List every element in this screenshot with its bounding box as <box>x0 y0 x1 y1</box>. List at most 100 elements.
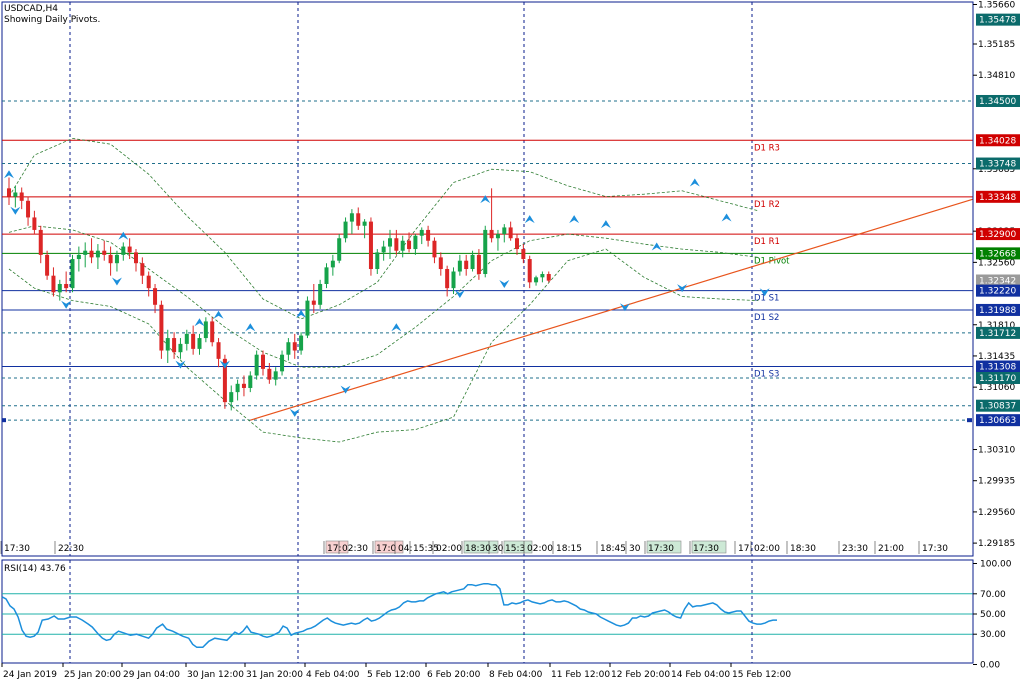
price-badge-label-0: 1.35478 <box>979 16 1016 26</box>
session-label-21: 21:00 <box>878 544 904 554</box>
price-badge-4 <box>976 190 1020 203</box>
candle-body-38 <box>248 375 253 388</box>
fractal-down-11 <box>759 288 770 297</box>
fractal-down-8 <box>499 279 510 288</box>
candle-body-33 <box>216 342 221 359</box>
candle-body-75 <box>483 229 488 275</box>
left-level-marker <box>2 418 6 423</box>
candle-body-0 <box>7 188 11 197</box>
candle-body-69 <box>445 269 450 289</box>
session-label-16: 17:30 <box>693 544 719 554</box>
fractal-up-6 <box>391 323 402 332</box>
candle-body-46 <box>299 335 304 351</box>
candle-body-23 <box>153 288 158 305</box>
price-tick-label-26: 1.29560 <box>978 508 1015 518</box>
candle-body-22 <box>146 275 151 289</box>
candle-body-77 <box>495 234 500 239</box>
session-label-22: 17:30 <box>922 544 948 554</box>
rsi-line <box>1 582 777 649</box>
time-label-7: 6 Feb 20:00 <box>427 670 481 680</box>
rsi-level-lines <box>2 593 973 635</box>
fractal-up-0 <box>4 170 14 179</box>
candle-body-43 <box>280 354 285 372</box>
candle-body-70 <box>451 271 456 289</box>
price-badge-label-9: 1.31988 <box>979 306 1016 316</box>
session-label-4: 17:0 <box>376 544 396 554</box>
candle-body-62 <box>400 240 405 251</box>
price-badge-5 <box>976 228 1020 241</box>
pivot-label-0: D1 R3 <box>754 143 780 153</box>
fractal-up-2 <box>194 318 205 327</box>
price-badge-13 <box>976 399 1020 412</box>
rsi-pane[interactable]: RSI(14) 43.76 100.00 70.00 50.00 30.00 0.00 <box>1 559 1012 671</box>
pivot-label-1: D1 R2 <box>754 200 780 210</box>
candle-body-15 <box>102 250 107 255</box>
price-badge-12 <box>976 371 1020 384</box>
candle-body-27 <box>178 343 183 353</box>
pivot-lines: D1 R3 D1 R2 D1 R1 D1 Pivot D1 S1 D1 S2 D1 S3 <box>2 139 973 380</box>
candle-body-78 <box>502 227 507 235</box>
price-tick-label-18: 1.31435 <box>978 352 1015 362</box>
price-badge-label-3: 1.33748 <box>979 160 1016 170</box>
price-tick-label-3: 1.34810 <box>978 71 1015 81</box>
candle-body-13 <box>89 250 94 258</box>
session-label-13: 18:45 <box>600 544 626 554</box>
price-badge-9 <box>976 303 1020 316</box>
price-tick-label-0: 1.35660 <box>978 0 1015 10</box>
price-badge-3 <box>976 157 1020 170</box>
candle-body-58 <box>375 252 380 270</box>
price-badge-label-2: 1.34028 <box>979 136 1016 146</box>
candle-body-3 <box>26 200 31 218</box>
candle-body-51 <box>330 260 335 268</box>
price-badge-1 <box>976 94 1020 107</box>
rsi-tick-label-1: 70.00 <box>980 590 1006 600</box>
price-badge-8 <box>976 284 1020 297</box>
time-label-6: 5 Feb 12:00 <box>367 670 421 680</box>
time-label-3: 30 Jan 12:00 <box>187 670 244 680</box>
session-label-11: 02:00 <box>527 544 553 554</box>
vertical-grid <box>69 2 753 556</box>
candle-body-49 <box>318 283 323 305</box>
candle-body-82 <box>527 259 532 283</box>
time-label-4: 31 Jan 20:00 <box>246 670 303 680</box>
price-tick-label-16: 1.31810 <box>978 321 1015 331</box>
candle-body-60 <box>388 238 392 247</box>
price-badge-14 <box>976 414 1020 427</box>
price-tick-label-25: 1.29935 <box>978 477 1015 487</box>
fractal-down-9 <box>619 303 630 312</box>
session-label-3: 02:30 <box>342 544 368 554</box>
candle-body-74 <box>476 254 481 275</box>
candles <box>7 177 551 411</box>
session-label-5: 04: <box>398 544 412 554</box>
candle-body-30 <box>197 338 202 349</box>
price-axis: 1.356601.351851.348101.336851.329351.325… <box>967 0 1020 556</box>
time-label-9: 11 Feb 12:00 <box>551 670 610 680</box>
symbol-label: USDCAD,H4 <box>4 4 58 14</box>
session-box-15 <box>646 540 682 554</box>
session-label-7: 02:00 <box>436 544 462 554</box>
candle-body-41 <box>267 368 272 380</box>
session-label-8: 18:30 <box>465 544 491 554</box>
candle-body-44 <box>286 342 291 355</box>
time-label-5: 4 Feb 04:00 <box>306 670 360 680</box>
candle-body-5 <box>38 229 43 255</box>
session-label-2: 17: <box>327 544 341 554</box>
candle-body-19 <box>127 246 132 253</box>
rsi-tick-label-3: 30.00 <box>980 630 1006 640</box>
candle-body-85 <box>546 274 551 281</box>
candle-body-26 <box>172 338 177 353</box>
pivot-subtitle: Showing Daily Pivots. <box>4 15 100 25</box>
candle-body-21 <box>140 263 145 276</box>
candle-body-20 <box>134 252 138 264</box>
price-pane[interactable]: D1 R3 D1 R2 D1 R1 D1 Pivot D1 S1 D1 S2 D1 S3 1… <box>0 1 974 557</box>
session-label-14: 30 <box>629 544 641 554</box>
price-badge-label-6: 1.32668 <box>979 249 1016 259</box>
price-badge-label-1: 1.34500 <box>979 97 1016 107</box>
time-axis: 24 Jan 2019 25 Jan 20:00 29 Jan 04:00 30 Ja… <box>1 663 791 680</box>
candle-body-31 <box>203 321 208 339</box>
session-label-0: 17:30 <box>4 544 30 554</box>
candle-body-25 <box>165 338 170 351</box>
fractal-down-1 <box>61 300 72 309</box>
session-label-10: 15:3 <box>505 544 525 554</box>
